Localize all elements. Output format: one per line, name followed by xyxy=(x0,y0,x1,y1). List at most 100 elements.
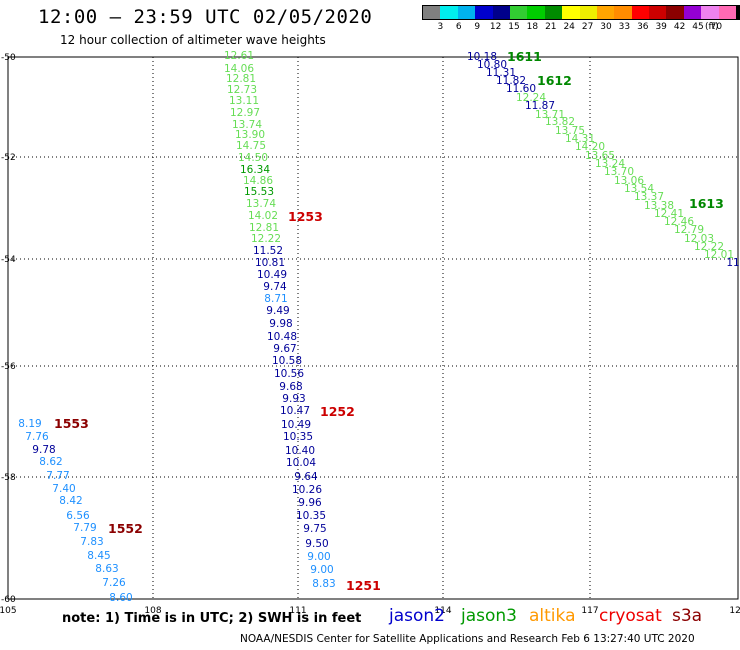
wave-height-value: 9.49 xyxy=(266,305,289,317)
legend-tick-label: 36 xyxy=(637,22,649,32)
wave-height-value: 15.53 xyxy=(244,186,274,198)
legend-swatch xyxy=(701,6,719,19)
legend-swatch xyxy=(736,6,740,19)
wave-height-value: 13.11 xyxy=(229,95,259,107)
wave-height-value: 8.63 xyxy=(95,563,118,575)
wave-height-value: 7.26 xyxy=(102,577,126,589)
wave-height-value: 9.78 xyxy=(32,444,55,456)
wave-height-value: 14.86 xyxy=(243,175,273,187)
pass-time-label: 1553 xyxy=(54,416,89,431)
wave-height-value: 12.46 xyxy=(664,216,694,228)
wave-height-value: 11.82 xyxy=(496,75,526,87)
legend-tick-label: 39 xyxy=(655,22,667,32)
legend-tick-labels: 3 6 9 12 15 18 21 24 27 30 33 36 39 42 45 70 xyxy=(422,20,740,34)
latitude-tick-label: -58 xyxy=(1,473,16,483)
legend-swatch xyxy=(509,6,528,19)
legend-tick-label: 42 xyxy=(673,22,686,32)
wave-height-value: 13.74 xyxy=(232,119,262,131)
legend-unit: (ft) xyxy=(705,22,719,32)
legend-swatch xyxy=(457,6,476,19)
wave-height-value: 11 xyxy=(726,257,739,269)
wave-height-value: 12.22 xyxy=(694,241,724,253)
wave-height-value: 12.61 xyxy=(224,50,254,62)
longitude-tick-label: 108 xyxy=(144,606,161,616)
wave-height-value: 13.74 xyxy=(246,198,276,210)
wave-height-value: 9.00 xyxy=(310,564,333,576)
wave-height-value: 12.41 xyxy=(654,208,684,220)
latitude-tick-label: -52 xyxy=(1,153,16,163)
wave-height-value: 10.35 xyxy=(283,431,313,443)
wave-height-value: 10.04 xyxy=(286,457,316,469)
legend-tick-label: 3 xyxy=(437,22,444,32)
wave-height-value: 8.45 xyxy=(87,550,110,562)
wave-height-value: 11.87 xyxy=(525,100,555,112)
wave-height-value: 12.79 xyxy=(674,224,704,236)
wave-height-value: 8.83 xyxy=(312,578,335,590)
chart-title: 12:00 – 23:59 UTC 02/05/2020 xyxy=(38,6,373,28)
wave-height-value: 9.64 xyxy=(294,471,318,483)
pass-time-label: 1253 xyxy=(288,209,323,224)
wave-height-value: 10.49 xyxy=(257,269,287,281)
wave-height-value: 8.71 xyxy=(264,293,287,305)
legend-swatch xyxy=(492,6,510,19)
legend-tick-label: 9 xyxy=(474,22,481,32)
wave-height-value: 9.68 xyxy=(279,381,302,393)
pass-time-label: 1612 xyxy=(537,73,572,88)
legend-swatch xyxy=(614,6,632,19)
wave-height-value: 7.77 xyxy=(46,470,69,482)
longitude-tick-label: 120 xyxy=(729,606,740,616)
wave-height-value: 13.65 xyxy=(585,150,615,162)
longitude-tick-label: 105 xyxy=(0,606,17,616)
legend-tick-label: 21 xyxy=(545,22,557,32)
legend-swatch xyxy=(631,6,650,19)
wave-height-value: 10.58 xyxy=(272,355,302,367)
wave-height-value: 14.06 xyxy=(224,63,254,75)
wave-height-value: 11.52 xyxy=(253,245,283,257)
wave-height-value: 12.24 xyxy=(516,92,546,104)
legend-swatch xyxy=(562,6,580,19)
wave-height-value: 10.48 xyxy=(267,331,297,343)
legend-swatch xyxy=(544,6,563,19)
wave-height-value: 11.31 xyxy=(486,67,516,79)
wave-height-value: 13.90 xyxy=(235,129,265,141)
satellite-altika: altika xyxy=(529,606,576,626)
note-text: note: 1) Time is in UTC; 2) SWH is in fe… xyxy=(62,611,362,626)
legend-swatch xyxy=(440,6,458,19)
legend-swatch xyxy=(666,6,684,19)
longitude-tick-label: 111 xyxy=(289,606,306,616)
wave-height-value: 13.24 xyxy=(595,158,625,170)
pass-time-label: 1252 xyxy=(320,404,355,419)
legend-tick-label: 6 xyxy=(455,22,462,32)
longitude-tick-label: 117 xyxy=(581,606,598,616)
legend-tick-label: 15 xyxy=(508,22,520,32)
wave-height-value: 14.31 xyxy=(565,133,595,145)
wave-height-value: 10.81 xyxy=(255,257,285,269)
wave-height-value: 13.38 xyxy=(644,200,674,212)
wave-height-value: 9.74 xyxy=(263,281,287,293)
wave-height-value: 12.01 xyxy=(704,249,734,261)
wave-height-value: 12.81 xyxy=(249,222,279,234)
wave-height-value: 13.75 xyxy=(555,125,585,137)
wave-height-value: 8.19 xyxy=(18,418,41,430)
wave-height-value: 7.83 xyxy=(80,536,103,548)
wave-height-value: 7.40 xyxy=(52,483,75,495)
wave-height-value: 9.93 xyxy=(282,393,305,405)
wave-height-value: 10.18 xyxy=(467,51,497,63)
pass-time-label: 1251 xyxy=(346,578,381,593)
wave-height-value: 9.96 xyxy=(298,497,322,509)
longitude-tick-label: 114 xyxy=(434,606,451,616)
wave-height-value: 10.80 xyxy=(477,59,507,71)
wave-height-value: 8.60 xyxy=(109,592,132,604)
wave-height-value: 13.37 xyxy=(634,191,664,203)
legend-swatch xyxy=(423,6,441,19)
footer-credit: NOAA/NESDIS Center for Satellite Applica… xyxy=(240,633,695,645)
wave-height-value: 14.02 xyxy=(248,210,278,222)
wave-height-value: 10.47 xyxy=(280,405,310,417)
wave-height-value: 9.67 xyxy=(273,343,296,355)
pass-time-label: 1552 xyxy=(108,521,143,536)
legend-swatch xyxy=(579,6,597,19)
wave-height-value: 16.34 xyxy=(240,164,270,176)
chart-subtitle: 12 hour collection of altimeter wave hei… xyxy=(60,33,326,47)
wave-height-value: 10.26 xyxy=(292,484,322,496)
